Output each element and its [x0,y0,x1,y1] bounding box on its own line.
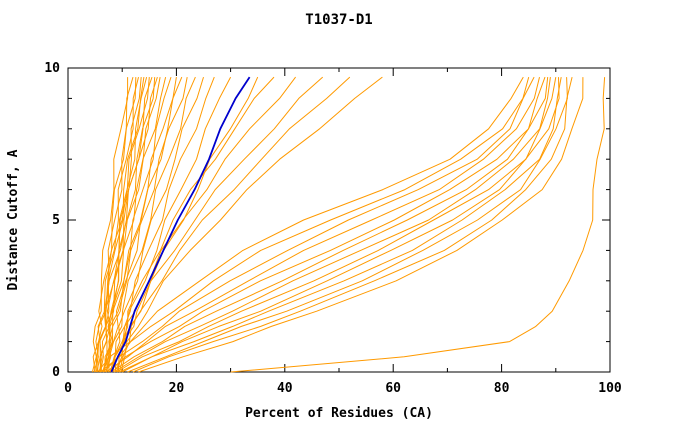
orange-curve [105,77,177,373]
orange-curve [109,76,204,373]
orange-curve [132,76,573,373]
orange-curve [230,77,606,373]
orange-curve [117,76,324,373]
orange-curve [112,76,232,373]
orange-curve [110,76,215,373]
y-tick-label: 10 [44,61,60,76]
x-axis-label: Percent of Residues (CA) [245,406,433,421]
orange-curve [105,76,540,373]
y-axis-label: Distance Cutoff, A [6,149,21,290]
orange-curve [95,76,158,373]
orange-curve [119,77,560,373]
y-tick-label: 5 [52,213,60,228]
x-tick-label: 20 [169,381,185,396]
orange-curve [108,76,546,373]
orange-curve [138,77,584,373]
orange-curve [116,77,557,373]
x-tick-label: 40 [277,381,293,396]
x-tick-label: 0 [64,381,72,396]
orange-curve [119,76,351,373]
blue-curve [110,76,251,373]
orange-curve [114,76,275,373]
x-tick-label: 80 [494,381,510,396]
x-tick-label: 60 [385,381,401,396]
orange-curve [120,76,383,373]
orange-curve [100,76,167,373]
orange-curve [91,77,129,373]
chart-title: T1037-D1 [305,12,372,28]
orange-curve [102,77,156,373]
orange-curve [102,76,535,373]
curves-layer [91,76,606,373]
orange-curve [100,76,530,373]
x-tick-label: 100 [598,381,622,396]
orange-curve [121,77,562,373]
orange-curve [93,77,150,373]
orange-curve [102,77,188,373]
orange-curve [98,77,145,373]
orange-curve [111,77,549,373]
orange-curve [97,76,524,373]
orange-curve [127,77,568,373]
y-tick-label: 0 [52,365,60,380]
orange-curve [108,76,196,373]
